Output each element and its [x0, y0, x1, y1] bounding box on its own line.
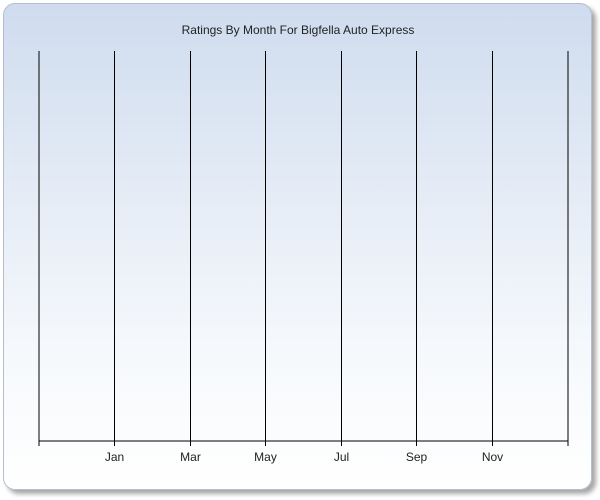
- x-tick-label: May: [254, 450, 277, 464]
- x-tick-label: Jul: [334, 450, 349, 464]
- x-tick-label: Jan: [105, 450, 124, 464]
- plot-area: Jan Mar May Jul Sep Nov: [38, 51, 569, 464]
- chart-svg: Ratings By Month For Bigfella Auto Expre…: [38, 23, 569, 464]
- x-tick-label: Mar: [180, 450, 201, 464]
- chart-frame: Ratings By Month For Bigfella Auto Expre…: [3, 3, 592, 490]
- chart-title: Ratings By Month For Bigfella Auto Expre…: [182, 23, 415, 37]
- x-tick-label: Nov: [482, 450, 503, 464]
- x-tick-label: Sep: [406, 450, 428, 464]
